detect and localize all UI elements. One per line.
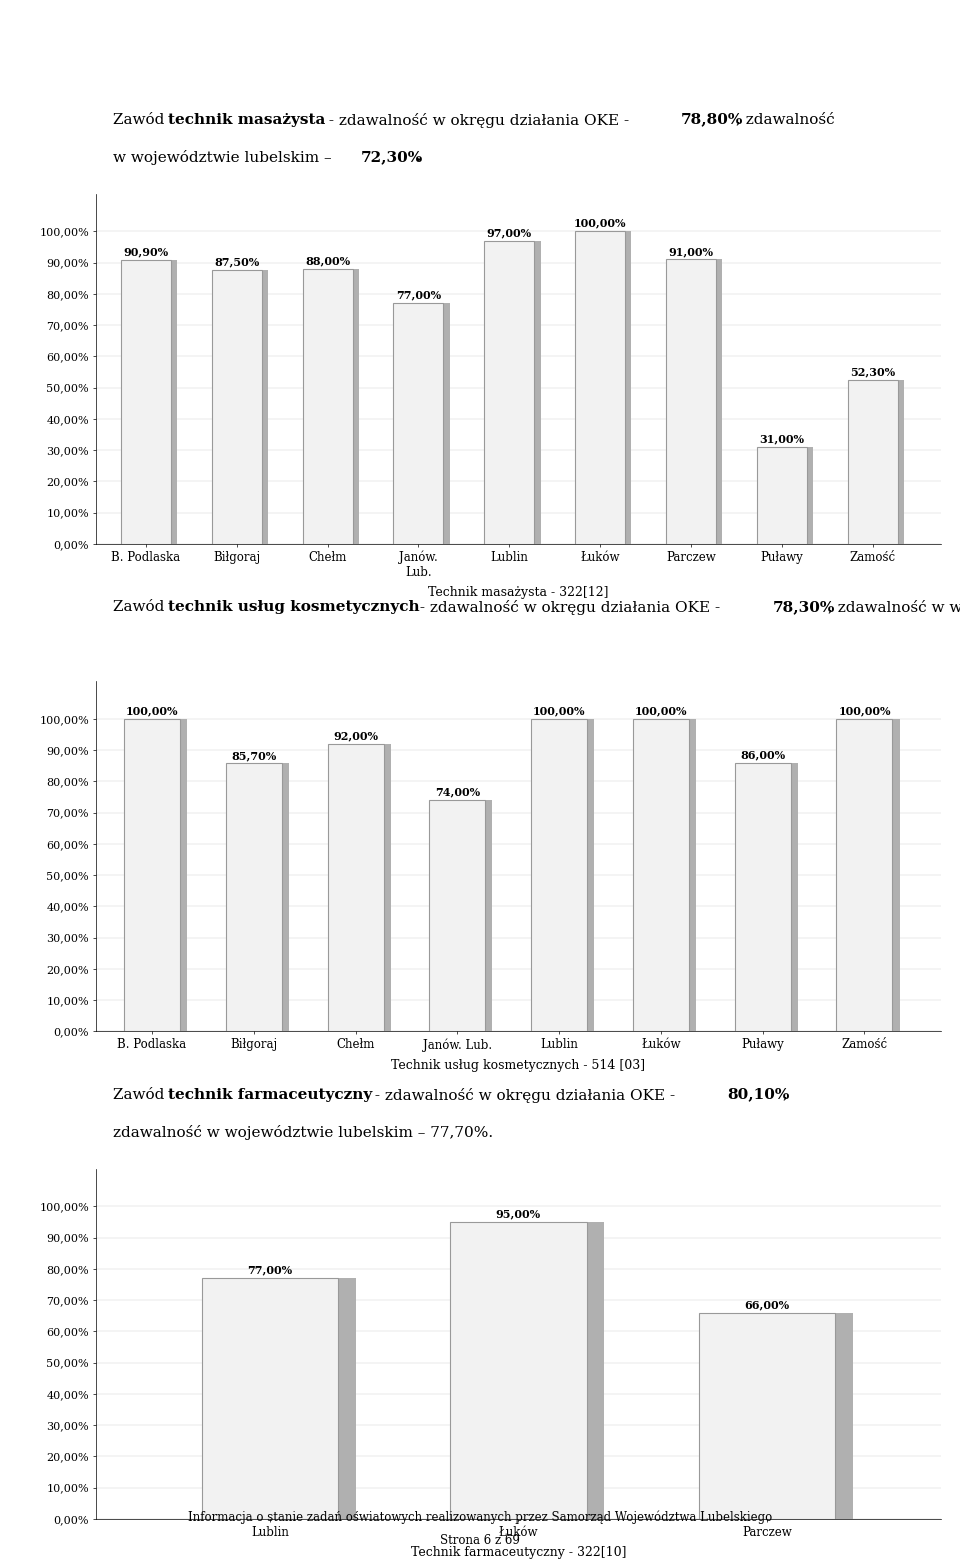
Text: 78,80%: 78,80% [682,113,744,127]
Text: Zawód: Zawód [113,113,169,127]
Bar [212,270,262,544]
Text: - zdawalność w okręgu działania OKE -: - zdawalność w okręgu działania OKE - [370,1088,680,1102]
Bar [335,744,391,1032]
Bar [716,1313,852,1519]
Text: 72,30%: 72,30% [360,150,422,164]
X-axis label: Technik usług kosmetycznych - 514 [03]: Technik usług kosmetycznych - 514 [03] [392,1058,645,1072]
Bar [742,763,798,1032]
Bar [531,719,588,1032]
Text: 74,00%: 74,00% [435,786,480,797]
Bar [132,719,187,1032]
Bar [763,447,813,544]
Text: - zdawalność w okręgu działania OKE -: - zdawalność w okręgu działania OKE - [416,600,726,614]
X-axis label: Technik farmaceutyczny - 322[10]: Technik farmaceutyczny - 322[10] [411,1546,626,1558]
Text: 100,00%: 100,00% [574,217,627,228]
Bar [327,744,384,1032]
Bar [302,269,352,544]
Text: Zawód: Zawód [113,1088,169,1102]
Text: 97,00%: 97,00% [487,227,532,238]
Bar [124,719,180,1032]
Text: 100,00%: 100,00% [533,705,586,716]
Text: technik usług kosmetycznych: technik usług kosmetycznych [168,600,420,614]
Bar [485,241,535,544]
Text: 31,00%: 31,00% [759,433,804,444]
Text: 66,00%: 66,00% [744,1299,789,1310]
X-axis label: Technik masażysta - 322[12]: Technik masażysta - 322[12] [428,586,609,599]
Text: 52,30%: 52,30% [851,367,896,378]
Text: 91,00%: 91,00% [668,245,713,256]
Bar [226,763,281,1032]
Text: 77,00%: 77,00% [396,289,441,300]
Text: 90,90%: 90,90% [124,247,169,258]
Text: technik farmaceutyczny: technik farmaceutyczny [168,1088,372,1102]
Text: 86,00%: 86,00% [740,749,785,760]
Bar [219,1279,355,1519]
Text: ,: , [782,1088,787,1102]
Text: zdawalność w województwie lubelskim – 77,70%.: zdawalność w województwie lubelskim – 77… [113,1125,493,1139]
Text: Zawód: Zawód [113,600,169,614]
Text: technik masażysta: technik masażysta [168,113,325,127]
Bar [539,719,594,1032]
Bar [672,259,722,544]
Bar [756,447,806,544]
Text: 87,50%: 87,50% [214,256,259,267]
Bar [202,1279,338,1519]
Text: .: . [416,150,420,164]
Text: - zdawalność w okręgu działania OKE -: - zdawalność w okręgu działania OKE - [324,113,634,128]
Text: 88,00%: 88,00% [305,255,350,266]
Bar [844,719,900,1032]
Bar [666,259,716,544]
Text: 80,10%: 80,10% [727,1088,789,1102]
Bar [128,259,178,544]
Bar [437,800,492,1032]
Text: 100,00%: 100,00% [126,705,179,716]
Bar [309,269,359,544]
Text: w województwie lubelskim –: w województwie lubelskim – [113,150,336,166]
Text: 85,70%: 85,70% [231,750,276,761]
Text: 100,00%: 100,00% [838,705,891,716]
Bar [575,231,625,544]
Bar [582,231,632,544]
Text: Strona 6 z 69: Strona 6 z 69 [440,1535,520,1547]
Bar [394,303,444,544]
Bar [429,800,486,1032]
Bar [633,719,689,1032]
Bar [699,1313,835,1519]
Bar [848,380,898,544]
Text: Informacja o stanie zadań oświatowych realizowanych przez Samorząd Województwa L: Informacja o stanie zadań oświatowych re… [188,1510,772,1524]
Bar [491,241,540,544]
Text: 92,00%: 92,00% [333,730,378,741]
Bar [854,380,904,544]
Bar [121,259,171,544]
Text: , zdawalność w województwie lubelskim –: , zdawalność w województwie lubelskim – [828,600,960,614]
Bar [468,1222,604,1519]
Text: 100,00%: 100,00% [635,705,687,716]
Bar [450,1222,587,1519]
Bar [218,270,268,544]
Bar [233,763,289,1032]
Text: 78,30%: 78,30% [773,600,835,614]
Bar [734,763,791,1032]
Text: 77,00%: 77,00% [248,1264,293,1275]
Bar [400,303,450,544]
Text: , zdawalność: , zdawalność [736,113,835,127]
Bar [836,719,893,1032]
Text: 95,00%: 95,00% [495,1208,541,1219]
Bar [640,719,696,1032]
